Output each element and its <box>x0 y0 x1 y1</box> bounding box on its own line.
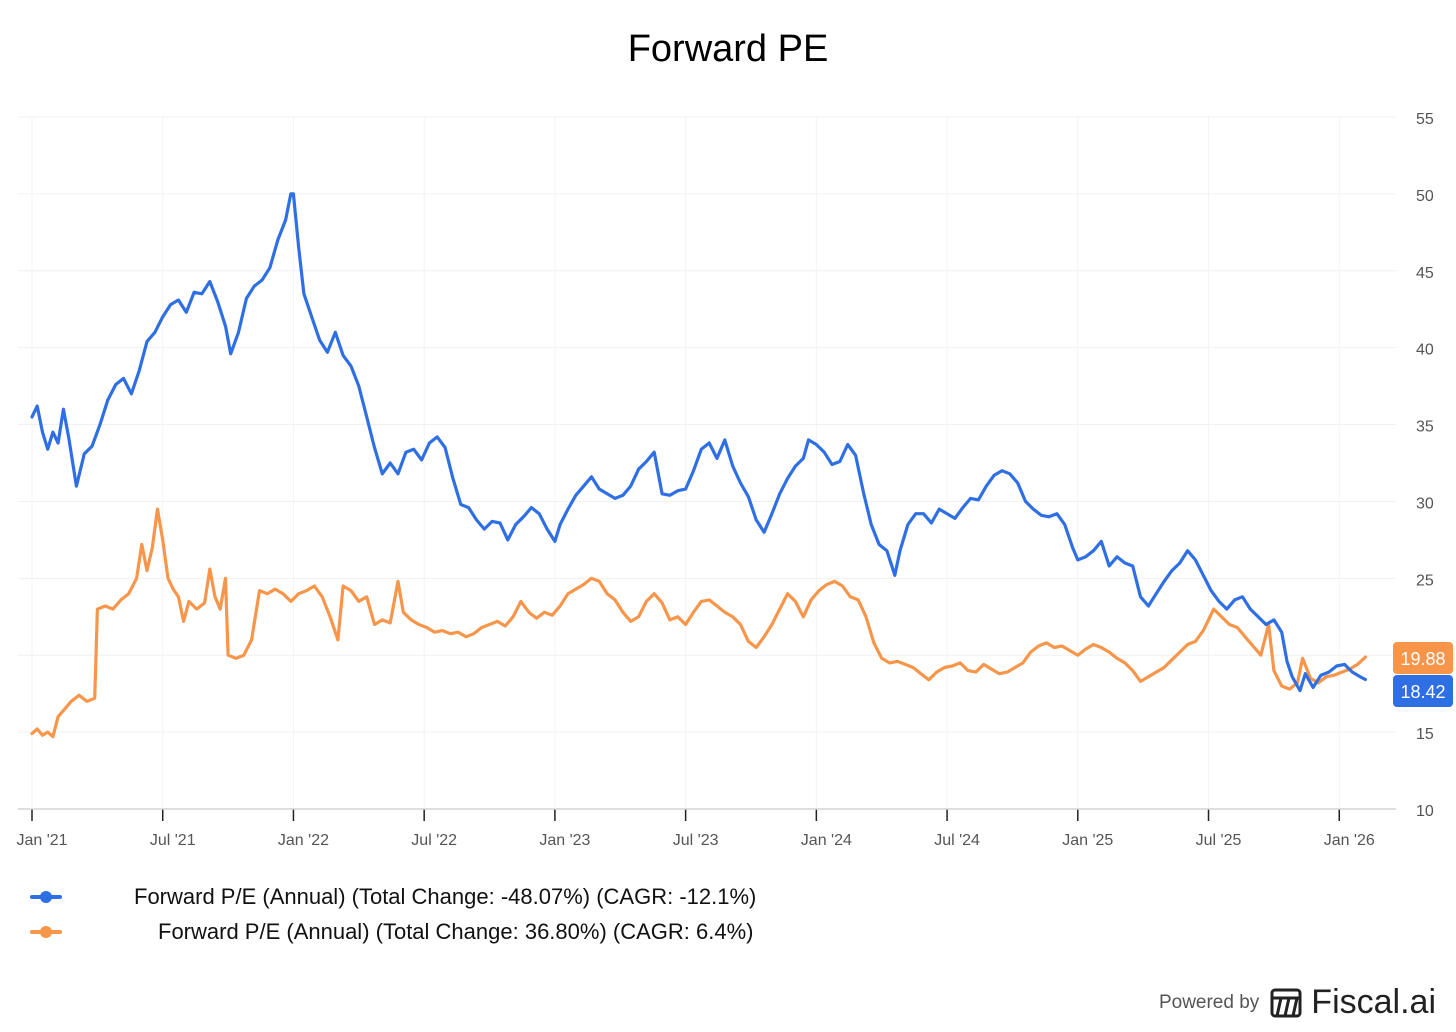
powered-by-text: Powered by <box>1158 991 1260 1013</box>
x-tick-label: Jan '22 <box>278 832 329 849</box>
x-tick-label: Jan '25 <box>1062 832 1113 849</box>
value-label-text: 18.42 <box>1400 682 1445 702</box>
last-value-label-orange: 19.88 <box>1393 642 1453 674</box>
y-tick-label: 10 <box>1416 803 1434 820</box>
x-tick-label: Jan '26 <box>1324 832 1375 849</box>
series-lines <box>30 192 1367 739</box>
y-tick-label: 15 <box>1416 726 1434 743</box>
chart-title: Forward PE <box>627 28 829 70</box>
value-label-bg <box>1393 675 1453 707</box>
legend-label: Forward P/E (Annual) (Total Change: -48.… <box>134 884 757 909</box>
gridlines <box>18 116 1396 809</box>
value-label-bg <box>1393 642 1453 674</box>
calculator-icon <box>1270 988 1302 1017</box>
x-tick-label: Jul '21 <box>150 832 196 849</box>
y-tick-label: 55 <box>1416 111 1434 128</box>
y-tick-label: 50 <box>1416 188 1434 205</box>
y-tick-label: 30 <box>1416 495 1434 512</box>
y-tick-label: 45 <box>1416 265 1434 282</box>
series-line-2 <box>30 507 1367 739</box>
x-tick-label: Jan '23 <box>539 832 590 849</box>
y-axis: 10152025303540455055 <box>1416 111 1434 820</box>
x-tick-label: Jul '25 <box>1196 832 1242 849</box>
x-tick-label: Jul '24 <box>934 832 980 849</box>
legend-label: Forward P/E (Annual) (Total Change: 36.8… <box>158 919 754 944</box>
x-tick-label: Jul '22 <box>411 832 457 849</box>
legend-item-series-1[interactable]: Forward P/E (Annual) (Total Change: -48.… <box>30 884 756 910</box>
last-value-labels: 19.88 18.42 <box>1393 642 1453 707</box>
footer-branding[interactable]: Powered by Fiscal.ai <box>1159 983 1436 1022</box>
series-line-1 <box>30 192 1367 693</box>
legend-item-series-2[interactable]: Forward P/E (Annual) (Total Change: 36.8… <box>30 919 753 945</box>
legend-marker-blue <box>30 887 62 907</box>
y-tick-label: 35 <box>1416 419 1434 436</box>
value-label-text: 19.88 <box>1400 649 1445 669</box>
legend-marker-orange <box>30 922 62 942</box>
x-tick-label: Jan '21 <box>16 832 67 849</box>
x-tick-label: Jan '24 <box>801 832 852 849</box>
y-tick-label: 25 <box>1416 572 1434 589</box>
x-tick-label: Jul '23 <box>673 832 719 849</box>
brand-name: Fiscal.ai <box>1311 983 1436 1021</box>
x-axis: Jan '21 Jul '21 Jan '22 Jul '22 Jan '23 Jul '… <box>16 808 1396 849</box>
last-value-label-blue: 18.42 <box>1393 675 1453 707</box>
y-tick-label: 40 <box>1416 342 1434 359</box>
